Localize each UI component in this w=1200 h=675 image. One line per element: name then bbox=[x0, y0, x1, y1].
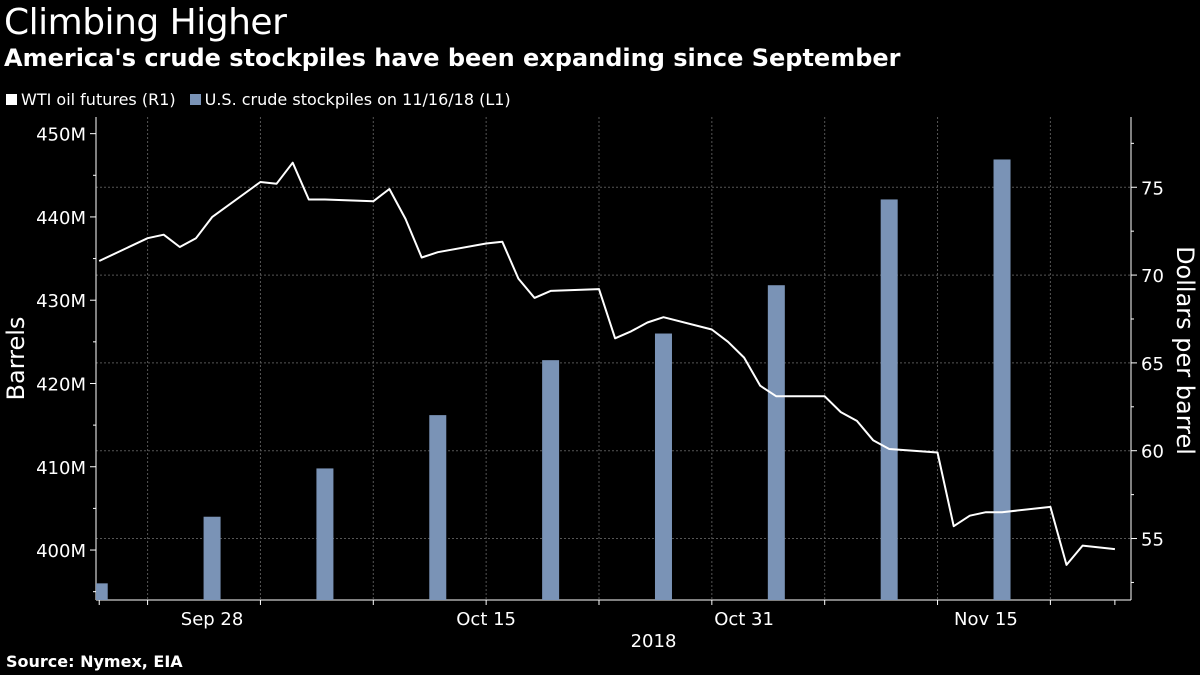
right-axis-title: Dollars per barrel bbox=[1171, 246, 1199, 455]
left-axis-tick-label: 440M bbox=[36, 208, 86, 229]
left-axis-tick-label: 400M bbox=[36, 541, 86, 562]
bar-stockpile bbox=[654, 333, 672, 600]
source-note: Source: Nymex, EIA bbox=[6, 652, 183, 671]
right-axis-tick-label: 55 bbox=[1141, 530, 1164, 551]
chart-title: Climbing Higher bbox=[4, 2, 287, 43]
x-axis-tick-label: Sep 28 bbox=[181, 609, 244, 630]
legend-swatch-wti bbox=[6, 94, 17, 105]
x-axis-tick-label: Oct 31 bbox=[714, 609, 774, 630]
right-axis-tick-label: 75 bbox=[1141, 178, 1164, 199]
bar-stockpile bbox=[993, 159, 1011, 600]
bar-stockpile bbox=[542, 360, 560, 600]
legend: WTI oil futures (R1) U.S. crude stockpil… bbox=[6, 90, 525, 109]
right-axis-tick-label: 70 bbox=[1141, 266, 1164, 287]
left-axis-tick-label: 450M bbox=[36, 125, 86, 146]
bar-stockpile bbox=[429, 415, 447, 600]
legend-label-wti: WTI oil futures (R1) bbox=[21, 90, 176, 109]
left-axis-tick-label: 420M bbox=[36, 374, 86, 395]
right-axis-tick-label: 60 bbox=[1141, 442, 1164, 463]
bar-stockpile bbox=[880, 199, 898, 600]
left-axis-tick-label: 430M bbox=[36, 291, 86, 312]
bar-stockpile bbox=[96, 583, 108, 600]
bar-stockpile bbox=[203, 516, 221, 600]
x-axis-year-label: 2018 bbox=[631, 631, 677, 652]
left-axis-tick-label: 410M bbox=[36, 458, 86, 479]
x-axis-tick-label: Nov 15 bbox=[954, 609, 1018, 630]
legend-item-wti: WTI oil futures (R1) bbox=[6, 90, 176, 109]
legend-swatch-stockpiles bbox=[189, 94, 201, 105]
x-axis-tick-label: Oct 15 bbox=[456, 609, 516, 630]
bar-stockpile bbox=[316, 468, 334, 600]
left-axis-title: Barrels bbox=[2, 317, 30, 401]
bar-stockpile bbox=[767, 285, 785, 600]
line-wti bbox=[98, 161, 1116, 566]
legend-label-stockpiles: U.S. crude stockpiles on 11/16/18 (L1) bbox=[204, 90, 511, 109]
right-axis-tick-label: 65 bbox=[1141, 354, 1164, 375]
chart-subtitle: America's crude stockpiles have been exp… bbox=[4, 44, 901, 72]
legend-item-stockpiles: U.S. crude stockpiles on 11/16/18 (L1) bbox=[189, 90, 511, 109]
